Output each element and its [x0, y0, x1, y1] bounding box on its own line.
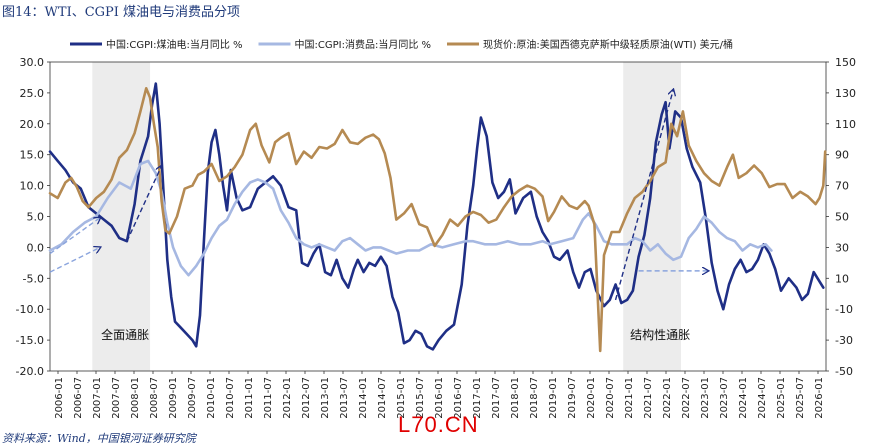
x-tick-label: 2015-01	[396, 377, 407, 419]
y-right-tick-label: -30	[835, 334, 853, 347]
y-left-tick-label: -15.0	[16, 334, 44, 347]
legend-label: 中国:CGPI:煤油电:当月同比 %	[106, 38, 243, 51]
legend-label: 现货价:原油:美国西德克萨斯中级轻质原油(WTI) 美元/桶	[483, 38, 733, 51]
x-tick-label: 2007-01	[92, 377, 103, 419]
y-right-tick-label: 50	[835, 211, 849, 224]
y-right-tick-label: -50	[835, 365, 853, 378]
x-tick-label: 2016-01	[434, 377, 445, 419]
x-tick-label: 2026-01	[814, 377, 825, 419]
x-tick-label: 2011-01	[244, 377, 255, 419]
x-tick-label: 2019-01	[548, 377, 559, 419]
x-tick-label: 2020-07	[605, 377, 616, 419]
x-tick-label: 2023-01	[700, 377, 711, 419]
x-tick-label: 2013-07	[339, 377, 350, 419]
x-tick-label: 2006-01	[54, 377, 65, 419]
series-line-1	[48, 82, 825, 351]
y-left-tick-label: 0.0	[27, 241, 45, 254]
x-tick-label: 2012-01	[282, 377, 293, 419]
y-left-tick-label: 15.0	[20, 149, 45, 162]
legend-label: 中国:CGPI:消费品:当月同比 %	[295, 38, 432, 51]
y-left-tick-label: 25.0	[20, 87, 45, 100]
y-right-tick-label: 70	[835, 180, 849, 193]
y-left-tick-label: 5.0	[27, 211, 45, 224]
x-tick-label: 2019-07	[567, 377, 578, 419]
x-tick-label: 2006-07	[73, 377, 84, 419]
y-right-tick-label: 10	[835, 272, 849, 285]
x-tick-label: 2023-07	[719, 377, 730, 419]
x-tick-label: 2018-07	[529, 377, 540, 419]
x-tick-label: 2010-01	[206, 377, 217, 419]
x-tick-label: 2015-07	[415, 377, 426, 419]
y-left-tick-label: 20.0	[20, 118, 45, 131]
x-tick-label: 2009-01	[168, 377, 179, 419]
trend-arrow	[49, 218, 100, 255]
y-right-tick-label: 90	[835, 149, 849, 162]
series-line-3	[48, 87, 827, 353]
x-tick-label: 2025-07	[795, 377, 806, 419]
trend-arrow	[126, 166, 162, 242]
y-left-tick-label: -10.0	[16, 303, 44, 316]
shaded-period-label: 全面通胀	[101, 327, 149, 342]
x-tick-label: 2025-01	[776, 377, 787, 419]
x-tick-label: 2014-07	[377, 377, 388, 419]
y-right-tick-label: -10	[835, 303, 853, 316]
trend-arrow	[49, 247, 100, 273]
shaded-period-label: 结构性通胀	[630, 327, 690, 342]
y-right-tick-label: 150	[835, 56, 856, 69]
x-tick-label: 2012-07	[301, 377, 312, 419]
x-tick-label: 2021-01	[624, 377, 635, 419]
shaded-period	[623, 62, 681, 371]
x-tick-label: 2018-01	[510, 377, 521, 419]
y-left-tick-label: 30.0	[20, 56, 45, 69]
x-tick-label: 2022-07	[681, 377, 692, 419]
x-tick-label: 2021-07	[643, 377, 654, 419]
watermark: L70.CN	[398, 412, 479, 437]
x-tick-label: 2011-07	[263, 377, 274, 419]
x-tick-label: 2024-01	[738, 377, 749, 419]
x-tick-label: 2017-07	[491, 377, 502, 419]
y-left-tick-label: -5.0	[23, 272, 44, 285]
source-note: 资料来源：Wind，中国银河证券研究院	[2, 432, 196, 445]
x-tick-label: 2010-07	[225, 377, 236, 419]
x-tick-label: 2016-07	[453, 377, 464, 419]
x-tick-label: 2009-07	[187, 377, 198, 419]
series-line-2	[48, 159, 773, 277]
y-left-tick-label: 10.0	[20, 180, 45, 193]
y-left-tick-label: -20.0	[16, 365, 44, 378]
chart-title: 图14：WTI、CGPI 煤油电与消费品分项	[2, 5, 241, 20]
x-tick-label: 2007-07	[111, 377, 122, 419]
x-tick-label: 2013-01	[320, 377, 331, 419]
trend-arrow	[614, 90, 674, 301]
x-tick-label: 2008-07	[149, 377, 160, 419]
x-tick-label: 2020-01	[586, 377, 597, 419]
x-tick-label: 2017-01	[472, 377, 483, 419]
y-right-tick-label: 30	[835, 241, 849, 254]
x-tick-label: 2014-01	[358, 377, 369, 419]
x-tick-label: 2022-01	[662, 377, 673, 419]
y-right-tick-label: 130	[835, 87, 856, 100]
x-tick-label: 2024-07	[757, 377, 768, 419]
y-right-tick-label: 110	[835, 118, 856, 131]
x-tick-label: 2008-01	[130, 377, 141, 419]
